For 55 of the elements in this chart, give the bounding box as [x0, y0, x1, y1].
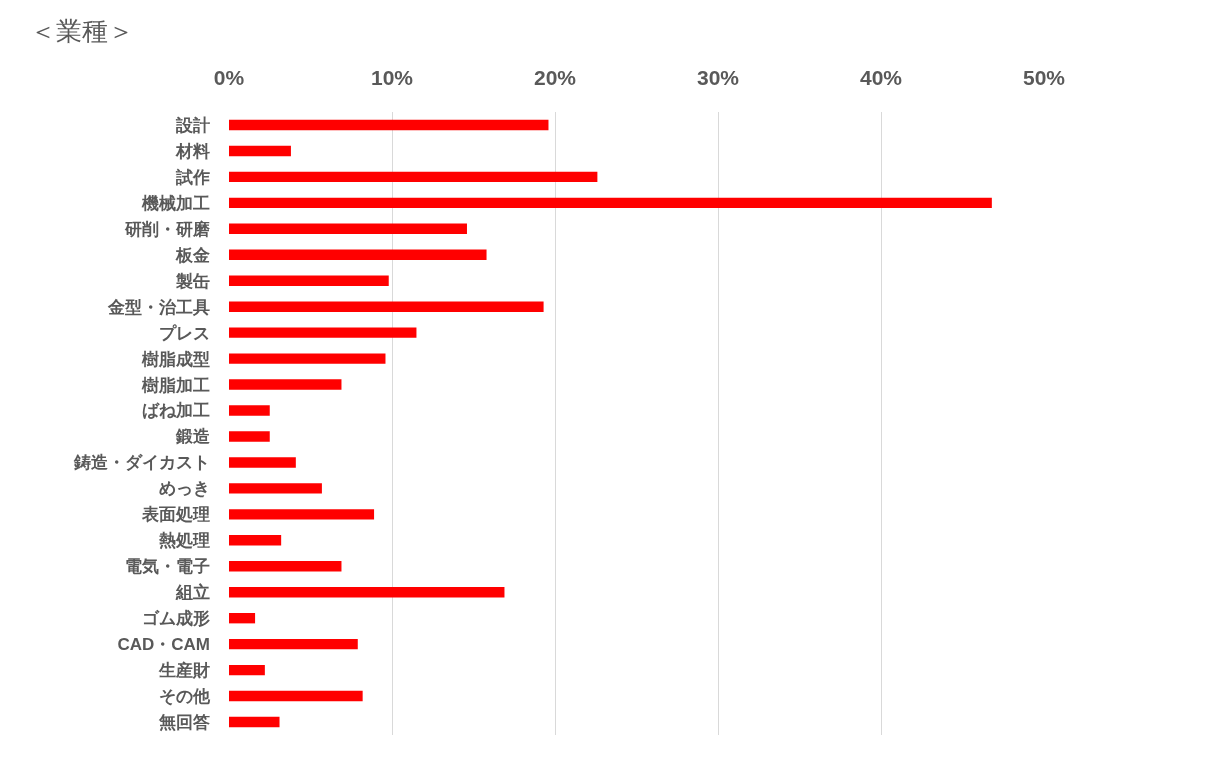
y-tick-label: 無回答	[158, 712, 210, 732]
y-tick-label: プレス	[159, 323, 210, 343]
x-tick-label: 0%	[213, 65, 245, 89]
bar	[229, 535, 282, 546]
chart-title: ＜業種＞	[30, 16, 134, 47]
x-tick-label: 40%	[859, 65, 903, 89]
x-tick-label: 20%	[533, 65, 577, 89]
y-tick-label: 製缶	[175, 271, 210, 291]
bar	[229, 197, 992, 209]
y-tick-label: 金型・治工具	[107, 297, 210, 317]
y-tick-label: 設計	[175, 115, 210, 135]
bar	[229, 119, 549, 131]
bar	[229, 249, 487, 260]
bar	[229, 223, 467, 234]
bar	[229, 275, 389, 286]
y-tick-label: 組立	[175, 583, 210, 603]
bar	[229, 509, 375, 520]
x-tick-label: 50%	[1022, 65, 1066, 89]
y-tick-label: 鍛造	[175, 427, 210, 447]
y-tick-label: 機械加工	[141, 193, 210, 213]
bar	[229, 483, 322, 494]
y-tick-label: めっき	[159, 479, 210, 499]
bar	[229, 353, 386, 364]
bar	[229, 690, 363, 702]
y-tick-label: 試作	[175, 167, 210, 187]
bar	[229, 327, 417, 338]
bar	[229, 379, 342, 390]
y-tick-label: CAD・CAM	[117, 635, 210, 655]
y-tick-label: 樹脂成型	[141, 349, 210, 369]
bar	[229, 587, 505, 598]
y-tick-label: 板金	[175, 245, 210, 265]
bar	[229, 405, 270, 416]
y-tick-label: 熱処理	[158, 531, 210, 551]
y-tick-label: 生産財	[158, 661, 210, 681]
y-tick-label: その他	[159, 687, 211, 707]
x-tick-label: 10%	[370, 65, 414, 89]
y-tick-label: ゴム成形	[142, 609, 210, 629]
y-tick-label: 表面処理	[141, 505, 210, 525]
bar	[229, 457, 296, 468]
bar	[229, 716, 280, 728]
bar	[229, 664, 265, 676]
y-tick-label: 材料	[175, 141, 210, 161]
bar	[229, 431, 270, 442]
y-tick-label: 鋳造・ダイカスト	[73, 453, 210, 473]
y-tick-label: 電気・電子	[125, 557, 210, 577]
bar	[229, 171, 598, 183]
y-tick-label: ばね加工	[142, 401, 210, 421]
x-tick-label: 30%	[696, 65, 740, 89]
bar	[229, 301, 544, 312]
bar	[229, 638, 358, 650]
bar	[229, 145, 291, 157]
bar	[229, 613, 256, 624]
y-tick-label: 樹脂加工	[141, 375, 210, 395]
bar	[229, 561, 342, 572]
y-tick-label: 研削・研磨	[124, 219, 211, 239]
